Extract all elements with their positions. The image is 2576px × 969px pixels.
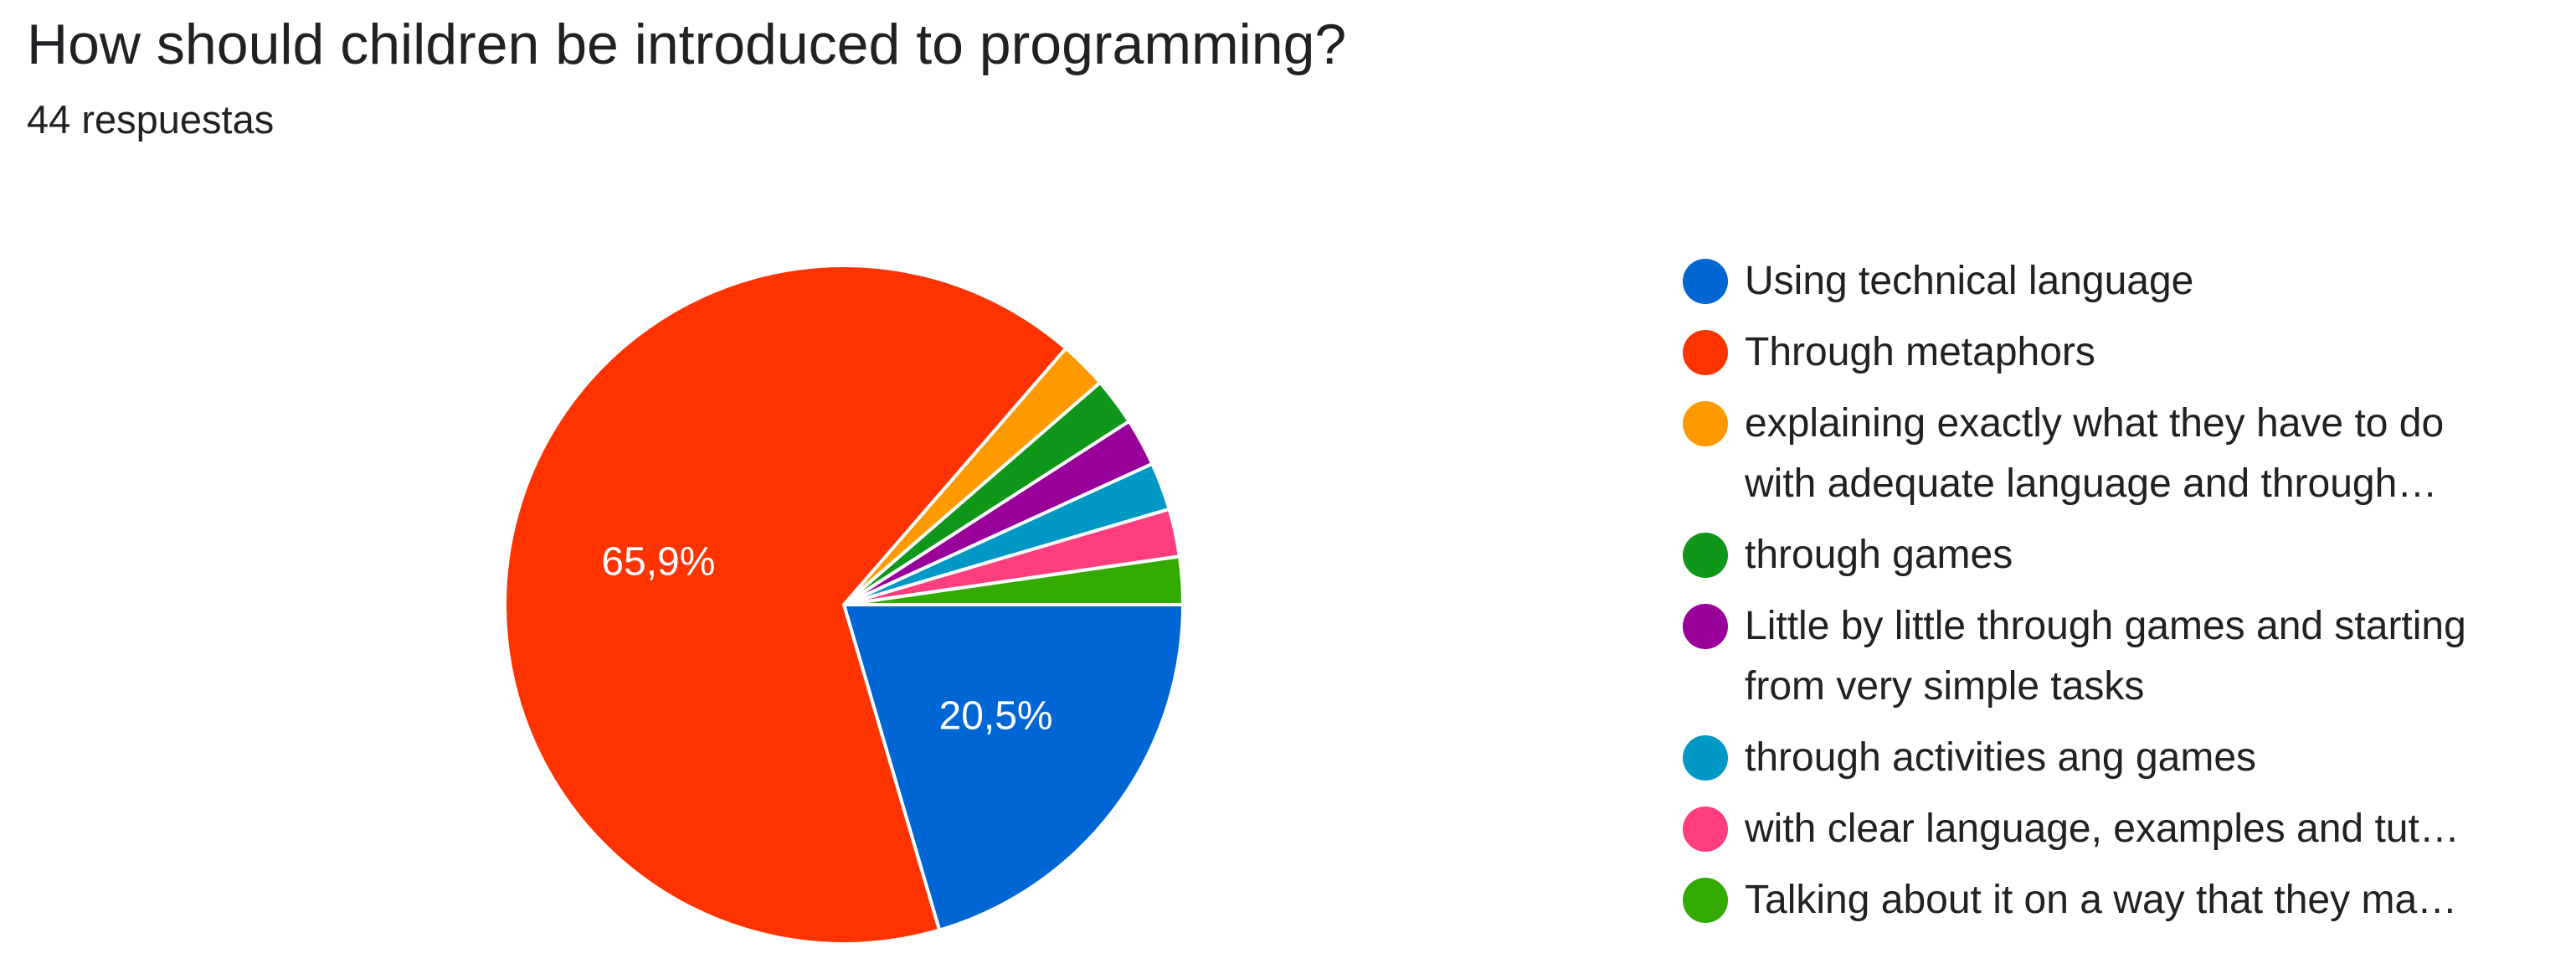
response-count: 44 respuestas xyxy=(27,97,275,142)
legend-label-4-line-1: from very simple tasks xyxy=(1745,664,2145,709)
chart-title: How should children be introduced to pro… xyxy=(27,13,1347,76)
legend-label-1: Through metaphors xyxy=(1745,330,2095,374)
pie-slice-0 xyxy=(841,603,1185,933)
legend-swatch-2 xyxy=(1683,401,1728,446)
legend-label-7: Talking about it on a way that they ma… xyxy=(1745,878,2458,922)
legend-swatch-6 xyxy=(1683,807,1728,852)
legend-item-1: Through metaphors xyxy=(1683,322,2570,394)
legend-swatch-4 xyxy=(1683,604,1728,649)
slice-percent-label-1: 65,9% xyxy=(601,539,715,584)
legend-label-2-line-1: with adequate language and through… xyxy=(1745,461,2438,506)
legend-item-5: through activities ang games xyxy=(1683,728,2570,799)
legend-swatch-3 xyxy=(1683,533,1728,578)
legend-label-0: Using technical language xyxy=(1745,259,2194,303)
slice-percent-label-0: 20,5% xyxy=(939,694,1053,739)
legend-item-3: through games xyxy=(1683,525,2570,596)
legend-item-6: with clear language, examples and tut… xyxy=(1683,799,2570,870)
legend-swatch-7 xyxy=(1683,878,1728,923)
legend-label-2-line-0: explaining exactly what they have to do xyxy=(1745,401,2445,446)
legend-swatch-0 xyxy=(1683,259,1728,304)
chart-legend: Using technical language Through metaphor… xyxy=(1683,251,2570,941)
legend-item-0: Using technical language xyxy=(1683,251,2570,322)
legend-label-4-line-0: Little by little through games and start… xyxy=(1745,604,2466,648)
legend-label-6: with clear language, examples and tut… xyxy=(1745,807,2460,851)
legend-item-2: explaining exactly what they have to do w… xyxy=(1683,394,2570,525)
legend-label-5: through activities ang games xyxy=(1745,735,2257,780)
legend-item-4: Little by little through games and start… xyxy=(1683,596,2570,728)
pie-slice-1 xyxy=(503,264,1069,946)
legend-swatch-5 xyxy=(1683,735,1728,781)
legend-swatch-1 xyxy=(1683,330,1728,375)
legend-item-7: Talking about it on a way that they ma… xyxy=(1683,870,2570,941)
pie-slice-7 xyxy=(843,554,1185,606)
legend-label-3: through games xyxy=(1745,533,2013,577)
